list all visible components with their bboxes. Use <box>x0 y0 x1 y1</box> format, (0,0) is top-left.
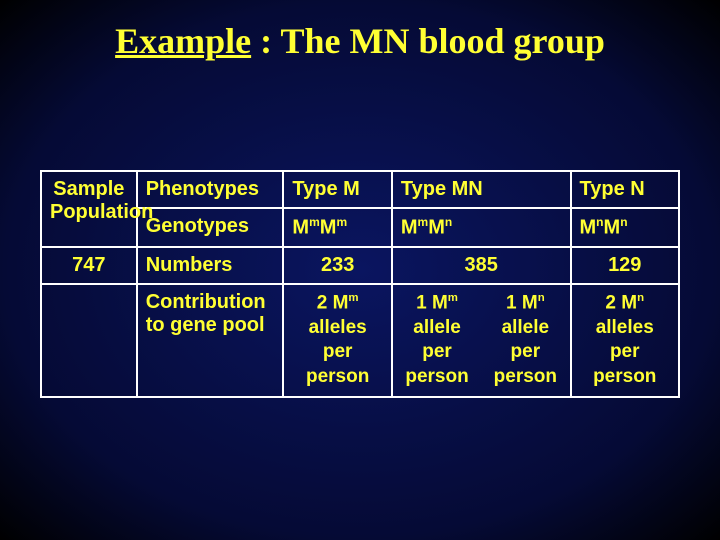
cell-type-n: Type N <box>571 171 680 208</box>
cell-type-m: Type M <box>283 171 391 208</box>
cell-count-n: 129 <box>571 247 680 284</box>
cell-genotype-nn: MnMn <box>571 208 680 247</box>
table-container: Sample Population Phenotypes Type M Type… <box>40 170 680 398</box>
cell-genotypes-label: Genotypes <box>137 208 284 247</box>
cell-genotype-mm: MmMm <box>283 208 391 247</box>
cell-empty <box>41 284 137 397</box>
cell-count-m: 233 <box>283 247 391 284</box>
table-row: 747 Numbers 233 385 129 <box>41 247 679 284</box>
table-row: Contribution to gene pool 2 Mm alleles p… <box>41 284 679 397</box>
cell-sample-population: Sample Population <box>41 171 137 247</box>
cell-type-mn: Type MN <box>392 171 571 208</box>
title-rest: : The MN blood group <box>251 21 605 61</box>
mn-blood-group-table: Sample Population Phenotypes Type M Type… <box>40 170 680 398</box>
cell-pool-1mm: 1 Mm allele per person <box>392 284 481 397</box>
cell-numbers-label: Numbers <box>137 247 284 284</box>
cell-pool-1mn: 1 Mn allele per person <box>481 284 570 397</box>
cell-genotype-mn: MmMn <box>392 208 571 247</box>
slide-title: Example : The MN blood group <box>0 20 720 62</box>
cell-count-mn: 385 <box>392 247 571 284</box>
cell-pool-2mm: 2 Mm alleles per person <box>283 284 391 397</box>
table-row: Sample Population Phenotypes Type M Type… <box>41 171 679 208</box>
cell-pool-2mn: 2 Mn alleles per person <box>571 284 680 397</box>
title-underlined-word: Example <box>115 21 251 61</box>
slide: Example : The MN blood group Sample Popu… <box>0 0 720 540</box>
cell-contribution-label: Contribution to gene pool <box>137 284 284 397</box>
cell-phenotypes-label: Phenotypes <box>137 171 284 208</box>
cell-total-747: 747 <box>41 247 137 284</box>
